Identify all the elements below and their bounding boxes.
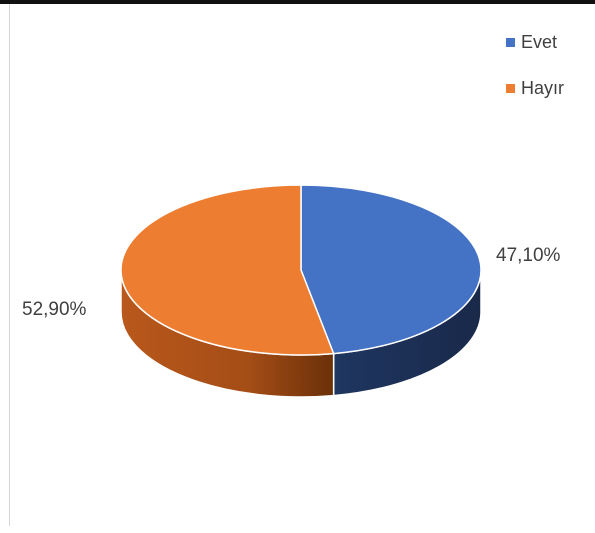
legend-swatch-evet xyxy=(506,37,515,47)
pie-slice-hayir xyxy=(120,184,335,356)
data-label-evet: 47,10% xyxy=(496,245,561,266)
legend-item-hayir: Hayır xyxy=(506,76,564,100)
top-border xyxy=(0,0,595,4)
left-rule xyxy=(9,4,10,526)
legend-swatch-hayir xyxy=(506,83,515,93)
pie-slice-evet xyxy=(300,184,482,355)
legend-label-hayir: Hayır xyxy=(521,77,565,98)
legend-label-evet: Evet xyxy=(521,31,558,52)
legend: Evet Hayır xyxy=(506,30,564,122)
data-label-hayir: 52,90% xyxy=(22,299,87,320)
legend-item-evet: Evet xyxy=(506,30,564,54)
